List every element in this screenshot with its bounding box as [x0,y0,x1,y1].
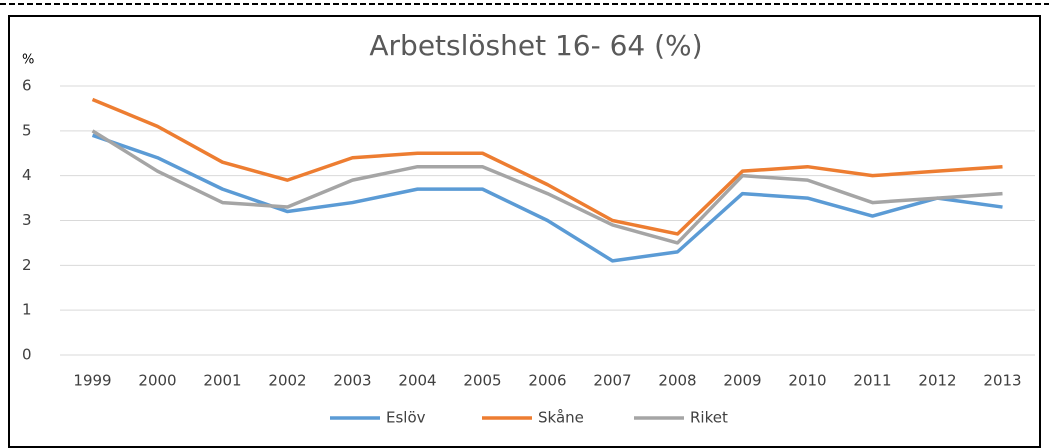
x-tick-label: 2008 [658,372,696,390]
y-tick-label: 5 [22,121,32,139]
x-tick-label: 2010 [788,372,826,390]
y-tick-label: 2 [22,256,32,274]
x-tick-label: 2012 [918,372,956,390]
x-tick-label: 2003 [333,372,371,390]
x-tick-label: 2002 [268,372,306,390]
x-tick-label: 2013 [983,372,1021,390]
x-tick-label: 2000 [138,372,176,390]
x-tick-label: 2011 [853,372,891,390]
y-axis-label: % [22,53,34,68]
line-series [91,133,1003,263]
x-tick-label: 2004 [398,372,436,390]
legend-label: Riket [690,409,728,427]
y-tick-label: 4 [22,166,32,184]
y-tick-label: 0 [22,346,32,364]
y-tick-label: 3 [22,211,32,229]
legend-label: Skåne [538,409,584,427]
line-series [91,129,1003,245]
legend-label: Eslöv [386,409,426,427]
x-tick-label: 1999 [73,372,111,390]
x-tick-label: 2007 [593,372,631,390]
y-tick-label: 1 [22,301,32,319]
chart-title: Arbetslöshet 16- 64 (%) [369,29,702,62]
x-tick-label: 2006 [528,372,566,390]
line-series [91,97,1003,236]
x-tick-label: 2001 [203,372,241,390]
x-tick-label: 2009 [723,372,761,390]
x-tick-label: 2005 [463,372,501,390]
y-tick-label: 6 [22,77,32,95]
chart-frame [8,15,1041,448]
